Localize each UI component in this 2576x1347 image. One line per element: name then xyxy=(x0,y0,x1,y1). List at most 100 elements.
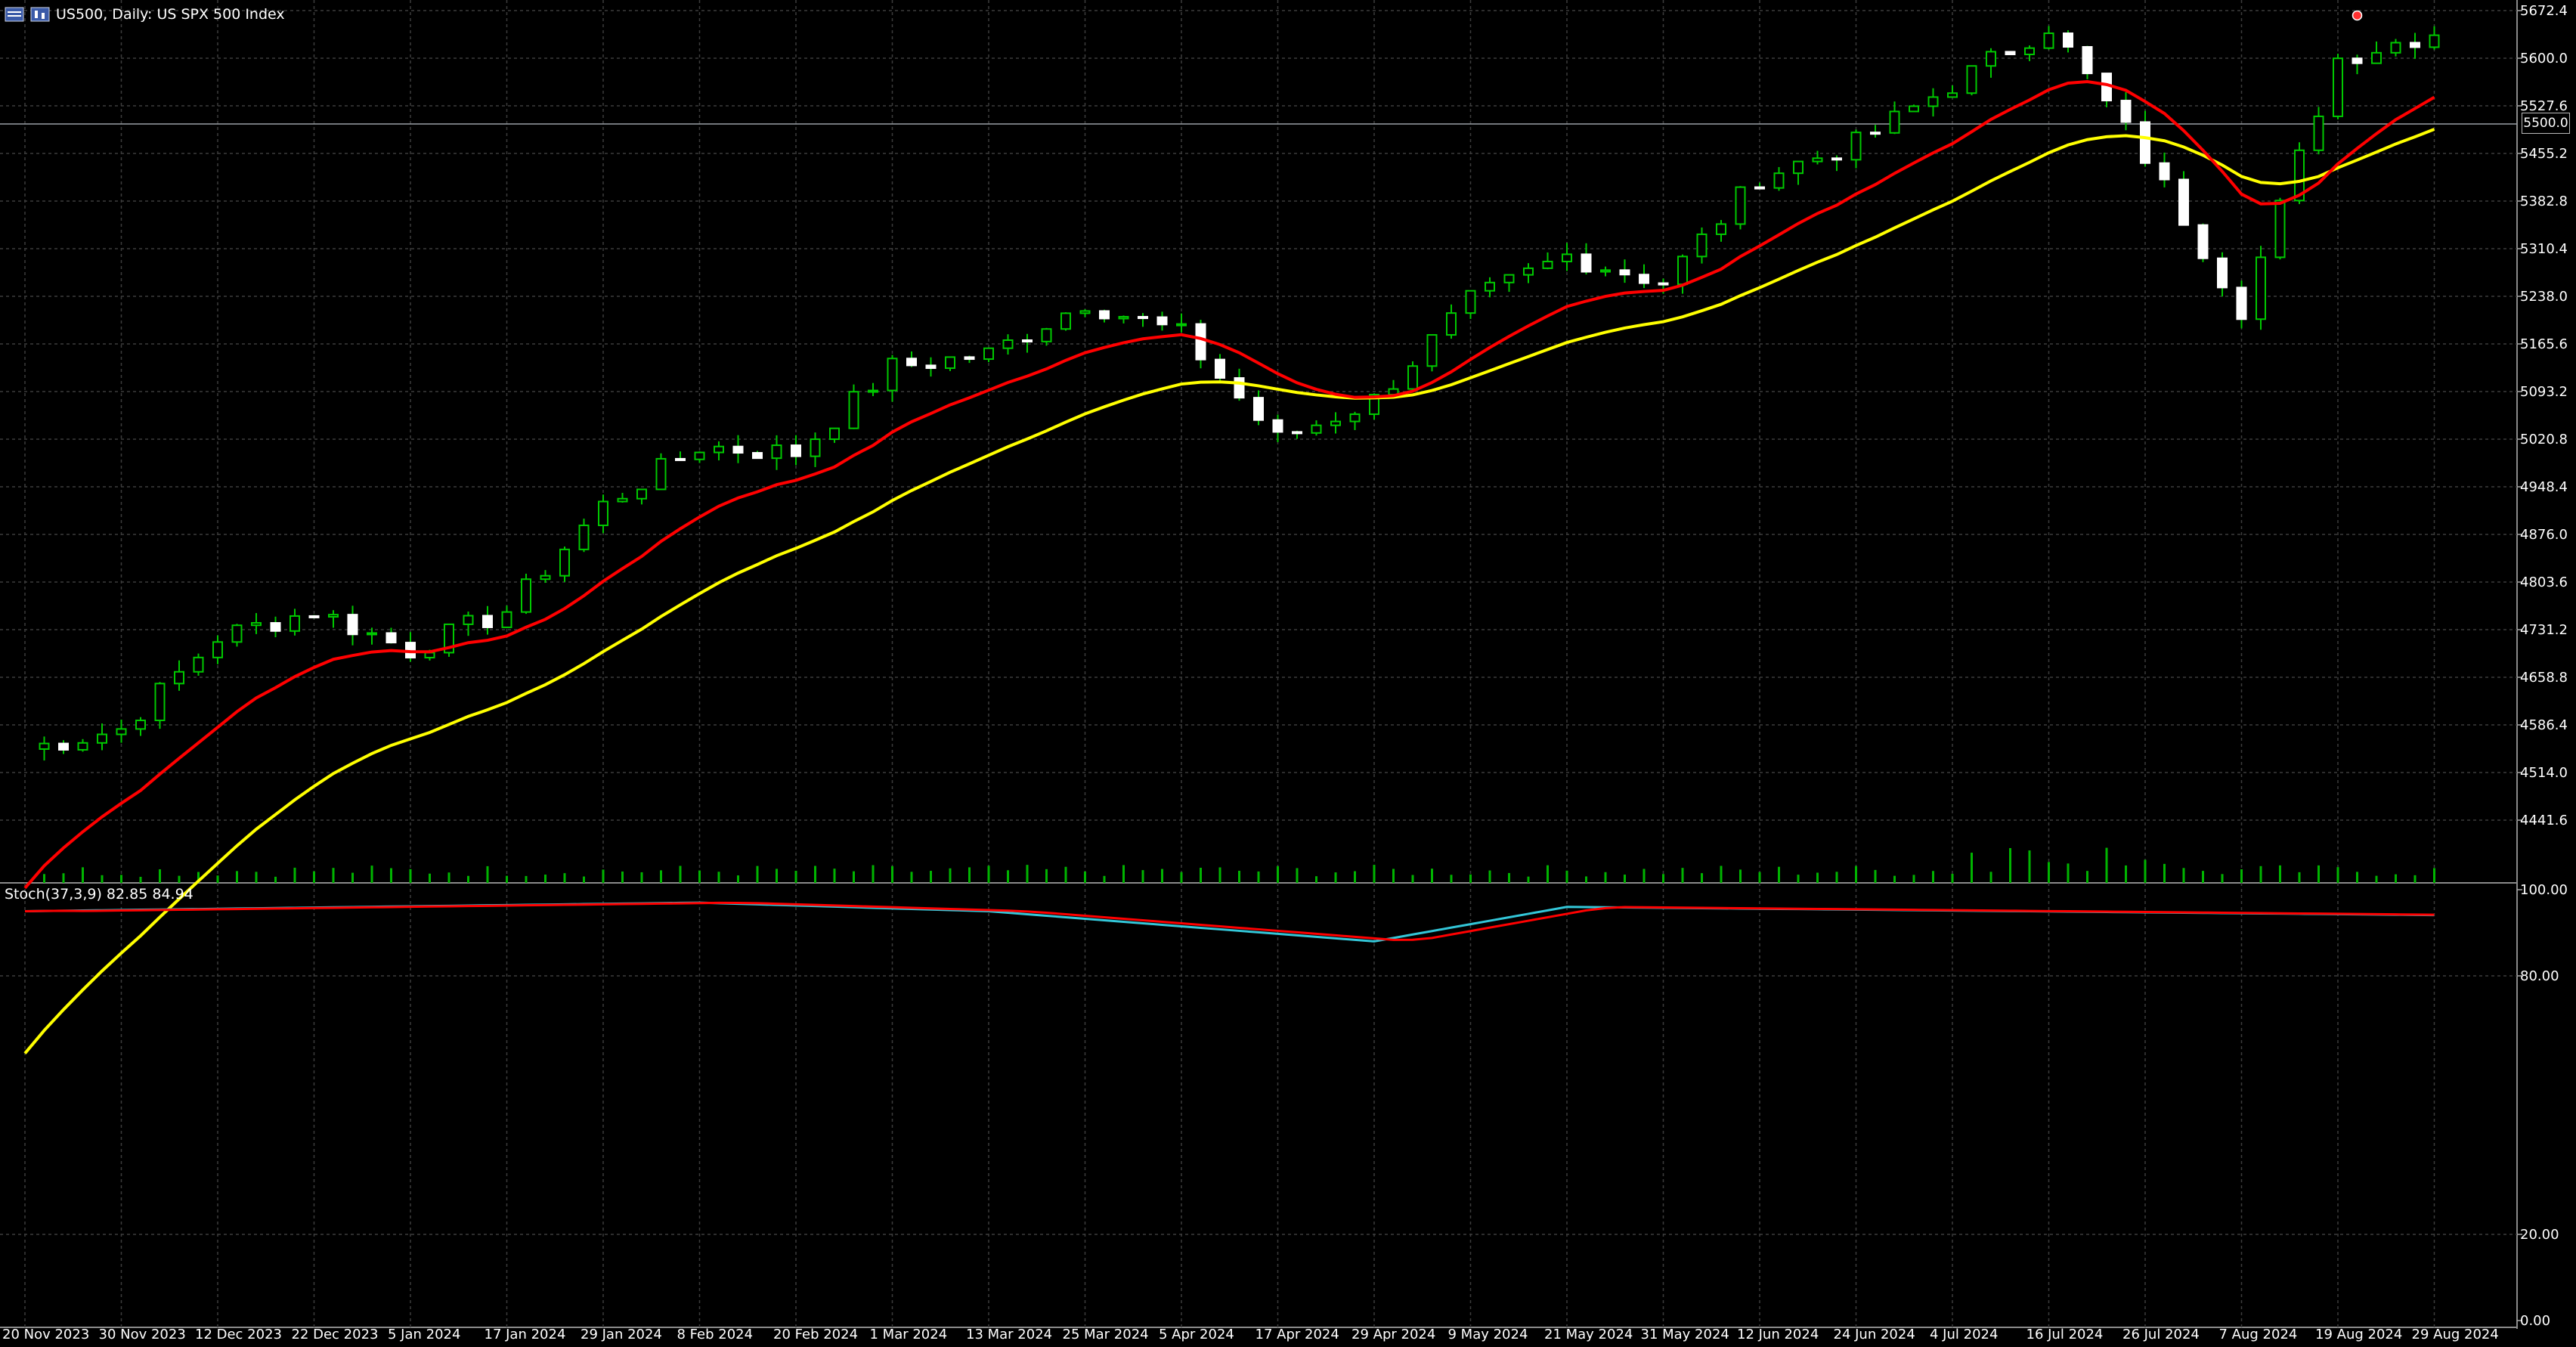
date-axis-label: 19 Aug 2024 xyxy=(2315,1327,2402,1342)
bull-candle xyxy=(2043,33,2054,49)
volume-bar xyxy=(101,875,104,883)
bull-candle xyxy=(193,656,204,673)
bull-candle xyxy=(521,578,531,613)
volume-bar xyxy=(2009,847,2011,883)
bear-candle xyxy=(2063,33,2073,48)
bear-candle xyxy=(2410,42,2420,48)
volume-bar xyxy=(1989,872,1992,883)
price-axis-label: 4948.4 xyxy=(2520,479,2568,495)
bear-candle xyxy=(2005,51,2016,55)
volume-bar xyxy=(1218,867,1221,883)
bull-candle xyxy=(2371,51,2382,64)
date-axis-label: 8 Feb 2024 xyxy=(677,1327,754,1342)
volume-bar xyxy=(776,869,778,883)
bear-candle xyxy=(1639,274,1649,284)
bull-candle xyxy=(1716,223,1726,235)
volume-bar xyxy=(2202,871,2204,883)
volume-bar xyxy=(1354,871,1356,883)
volume-bar xyxy=(1373,865,1376,883)
volume-bar xyxy=(486,865,489,883)
bear-candle xyxy=(2120,100,2132,123)
bear-candle xyxy=(732,445,744,454)
date-axis-label: 29 Apr 2024 xyxy=(1351,1327,1435,1342)
volume-bar xyxy=(178,875,181,883)
bull-candle xyxy=(2294,149,2305,202)
volume-bar xyxy=(390,868,392,883)
volume-bar xyxy=(1007,870,1009,883)
stoch-axis-label: 100.00 xyxy=(2520,882,2568,898)
price-axis-label: 5382.8 xyxy=(2520,194,2568,209)
bull-candle xyxy=(1735,186,1746,225)
volume-bar xyxy=(525,875,528,883)
bull-candle xyxy=(1986,51,1996,67)
volume-bar xyxy=(159,869,161,883)
volume-bar xyxy=(197,872,200,883)
bear-candle xyxy=(1138,316,1148,320)
price-axis-label: 4658.8 xyxy=(2520,670,2568,686)
volume-bar xyxy=(2259,865,2262,883)
bull-candle xyxy=(2333,57,2343,117)
volume-bar xyxy=(602,869,605,883)
bull-candle xyxy=(1041,328,1052,342)
bull-candle xyxy=(2313,115,2324,151)
date-axis-label: 20 Feb 2024 xyxy=(773,1327,858,1342)
volume-bar xyxy=(447,872,450,883)
bear-candle xyxy=(347,614,358,636)
stoch-axis-label: 80.00 xyxy=(2520,968,2559,984)
price-axis-label: 5165.6 xyxy=(2520,336,2568,352)
volume-bar xyxy=(2048,862,2050,883)
volume-bar xyxy=(1277,865,1279,883)
bull-candle xyxy=(945,356,955,370)
date-axis-label: 12 Dec 2023 xyxy=(195,1327,282,1342)
current-price-tag: 5500.0 xyxy=(2522,113,2570,134)
bull-candle xyxy=(1118,316,1129,320)
bear-candle xyxy=(1658,282,1669,286)
bull-candle xyxy=(983,347,994,361)
bull-candle xyxy=(328,614,339,618)
bull-candle xyxy=(540,574,551,581)
bull-candle xyxy=(424,652,435,659)
chart-menu-icon[interactable] xyxy=(5,6,24,23)
bull-candle xyxy=(2429,34,2440,48)
date-axis-label: 7 Aug 2024 xyxy=(2219,1327,2298,1342)
bear-candle xyxy=(791,444,801,457)
candle-chart-icon[interactable] xyxy=(30,6,50,23)
date-axis-label: 25 Mar 2024 xyxy=(1063,1327,1149,1342)
bear-candle xyxy=(1022,339,1033,342)
date-axis-label: 20 Nov 2023 xyxy=(2,1327,89,1342)
volume-bar xyxy=(679,865,682,883)
volume-bar xyxy=(2240,869,2243,883)
bull-candle xyxy=(154,683,166,722)
volume-bar xyxy=(563,873,566,883)
bull-candle xyxy=(367,632,377,636)
bull-candle xyxy=(1002,339,1014,349)
volume-bar xyxy=(544,875,546,883)
bull-candle xyxy=(212,641,223,658)
price-axis-label: 4514.0 xyxy=(2520,765,2568,781)
volume-bar xyxy=(62,873,65,883)
volume-bar xyxy=(1296,868,1299,883)
trade-marker-icon xyxy=(2352,10,2363,21)
date-axis-label: 4 Jul 2024 xyxy=(1930,1327,1998,1342)
volume-bar xyxy=(313,871,315,883)
volume-bar xyxy=(255,872,258,883)
volume-bar xyxy=(1122,865,1125,883)
volume-bar xyxy=(43,874,45,883)
bull-candle xyxy=(598,500,608,527)
volume-bar xyxy=(2356,872,2358,883)
bear-candle xyxy=(1754,186,1765,190)
bull-candle xyxy=(1542,260,1553,269)
bull-candle xyxy=(1696,233,1708,258)
bull-candle xyxy=(1465,290,1476,314)
bear-candle xyxy=(925,364,937,370)
volume-bar xyxy=(1450,875,1453,883)
volume-bar xyxy=(1334,872,1337,883)
volume-bar xyxy=(2221,874,2224,883)
volume-bar xyxy=(1200,867,1202,883)
bear-candle xyxy=(1156,316,1168,326)
volume-bar xyxy=(910,872,913,883)
bear-candle xyxy=(675,457,686,461)
volume-bar xyxy=(1084,871,1086,883)
